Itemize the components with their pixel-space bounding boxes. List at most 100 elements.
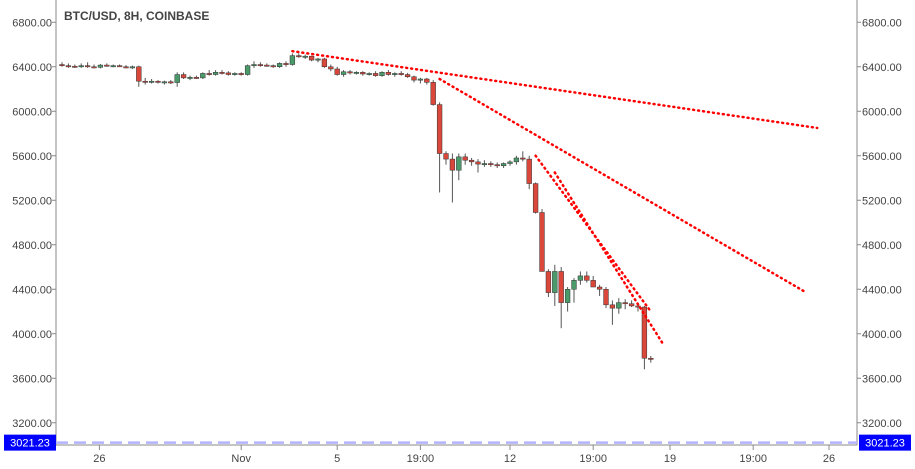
candle[interactable] [430,80,436,106]
candle[interactable] [596,284,603,296]
candle[interactable] [193,75,200,79]
candle[interactable] [296,53,302,58]
candle[interactable] [129,65,136,69]
candle[interactable] [232,72,238,76]
candle[interactable] [142,77,148,85]
candle[interactable] [251,61,257,68]
candle[interactable] [276,62,283,68]
candle[interactable] [520,151,526,162]
candle[interactable] [609,300,616,325]
candle[interactable] [648,356,654,363]
trendline[interactable] [553,171,665,347]
candle[interactable] [507,160,513,166]
candle[interactable] [436,102,443,193]
candle[interactable] [347,70,353,75]
candle[interactable] [353,71,360,75]
candle[interactable] [328,64,334,72]
candle[interactable] [238,72,244,76]
candle[interactable] [443,151,449,165]
candle[interactable] [206,70,212,76]
candle[interactable] [481,160,488,167]
candle[interactable] [340,70,347,77]
candle[interactable] [372,71,379,77]
candle[interactable] [539,209,545,272]
candle[interactable] [424,77,430,85]
candle[interactable] [417,77,424,84]
candle[interactable] [65,63,72,68]
candle[interactable] [532,182,539,214]
candle[interactable] [136,65,142,87]
candle[interactable] [289,53,296,66]
candle[interactable] [449,153,456,203]
candle[interactable] [334,66,340,76]
trendline[interactable] [534,154,653,313]
candle[interactable] [462,153,468,165]
candle[interactable] [174,72,180,87]
candle[interactable] [404,72,411,78]
candle[interactable] [283,61,289,67]
trendline[interactable] [438,77,806,293]
candle[interactable] [513,155,520,165]
candle[interactable] [180,72,187,79]
candle[interactable] [264,63,270,67]
candle[interactable] [545,269,552,298]
candle[interactable] [468,157,475,166]
candle[interactable] [360,71,366,76]
candle[interactable] [392,72,398,77]
candle[interactable] [564,287,571,312]
candle[interactable] [270,64,276,68]
candle[interactable] [200,72,206,79]
candle[interactable] [91,64,97,69]
candle-body-down [584,275,590,281]
candle[interactable] [558,267,564,329]
candle[interactable] [104,63,110,67]
candle[interactable] [302,54,308,59]
trendlines[interactable] [291,49,819,347]
candle[interactable] [475,159,481,173]
candle[interactable] [168,80,174,84]
candle[interactable] [84,62,91,68]
candle[interactable] [616,298,622,314]
trendline[interactable] [291,49,819,130]
candle[interactable] [456,153,462,181]
candle[interactable] [622,299,628,310]
candle[interactable] [219,70,225,75]
candle[interactable] [161,80,168,85]
candle[interactable] [155,80,161,84]
candle[interactable] [116,64,123,68]
candle[interactable] [526,155,532,190]
candle[interactable] [212,70,219,76]
candle[interactable] [59,62,65,67]
candle[interactable] [123,65,129,69]
candle[interactable] [308,55,315,62]
candle[interactable] [577,271,584,285]
candle[interactable] [366,72,372,76]
candle[interactable] [72,64,78,68]
candle[interactable] [257,62,264,67]
candles[interactable] [59,53,654,370]
horizontal-price-line[interactable]: 3021.23 3021.23 [4,434,911,451]
candle[interactable] [552,264,558,306]
candle[interactable] [398,71,404,76]
candle[interactable] [571,278,577,303]
candle[interactable] [603,287,609,309]
candle[interactable] [628,300,635,308]
candle[interactable] [225,71,232,76]
candle[interactable] [110,64,116,68]
candle[interactable] [590,275,596,288]
candle[interactable] [494,162,500,168]
candle[interactable] [321,57,328,68]
candle[interactable] [187,75,193,81]
candle[interactable] [584,271,590,283]
candle[interactable] [244,64,251,76]
candle[interactable] [385,70,392,76]
candle[interactable] [488,161,494,167]
candle[interactable] [148,78,155,84]
candle[interactable] [500,162,507,168]
candle[interactable] [315,57,321,63]
candle[interactable] [78,63,84,68]
candle[interactable] [97,63,104,69]
candle[interactable] [411,75,417,83]
candle[interactable] [379,71,385,77]
